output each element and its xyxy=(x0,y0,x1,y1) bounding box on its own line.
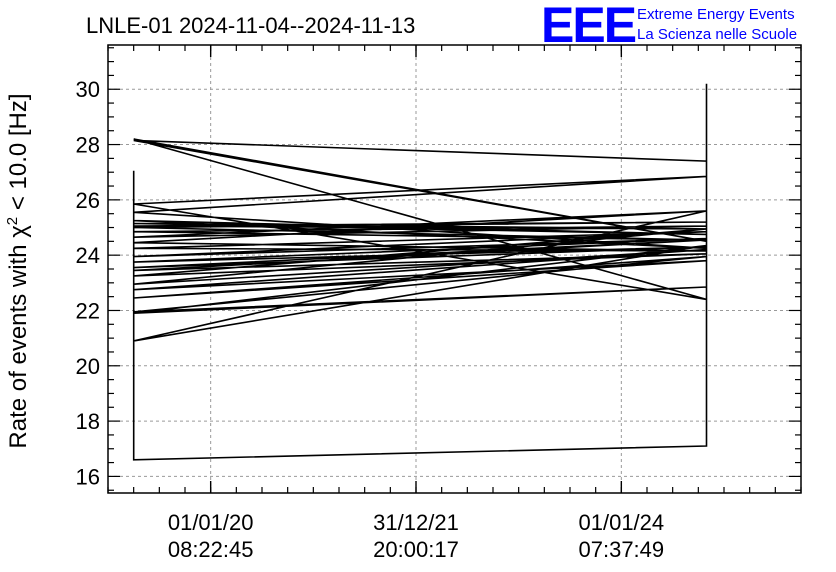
axes xyxy=(107,44,802,494)
chart-title: LNLE-01 2024-11-04--2024-11-13 xyxy=(86,13,415,38)
y-axis-label: Rate of events with χ2 < 10.0 [Hz] xyxy=(4,93,32,448)
eee-logo: EEE Extreme Energy Events La Scienza nel… xyxy=(541,0,797,53)
y-tick-labels: 16 18 20 22 24 26 28 30 xyxy=(76,77,100,489)
x-tick-label-date: 01/01/20 xyxy=(168,510,254,535)
y-tick-label: 30 xyxy=(76,77,100,102)
x-tick-label-time: 20:00:17 xyxy=(373,537,459,562)
y-tick-label: 24 xyxy=(76,243,100,268)
x-tick-label-time: 07:37:49 xyxy=(579,537,665,562)
y-tick-label: 20 xyxy=(76,354,100,379)
x-tick-label-date: 31/12/21 xyxy=(373,510,459,535)
y-tick-label: 22 xyxy=(76,298,100,323)
x-tick-label-date: 01/01/24 xyxy=(579,510,665,535)
y-tick-label: 16 xyxy=(76,464,100,489)
y-axis-label-text-end: < 10.0 [Hz] xyxy=(5,93,32,216)
y-tick-label: 18 xyxy=(76,409,100,434)
y-tick-label: 26 xyxy=(76,188,100,213)
y-axis-label-text: Rate of events with χ xyxy=(5,225,32,449)
y-tick-label: 28 xyxy=(76,133,100,158)
series-layer xyxy=(132,83,708,461)
series-line-1 xyxy=(132,83,708,461)
logo-line-1: Extreme Energy Events xyxy=(637,6,795,23)
eee-logo-mark: EEE xyxy=(541,0,636,53)
y-axis-label-superscript: 2 xyxy=(4,217,21,225)
x-tick-label-time: 08:22:45 xyxy=(168,537,254,562)
logo-line-2: La Scienza nelle Scuole xyxy=(637,26,797,43)
